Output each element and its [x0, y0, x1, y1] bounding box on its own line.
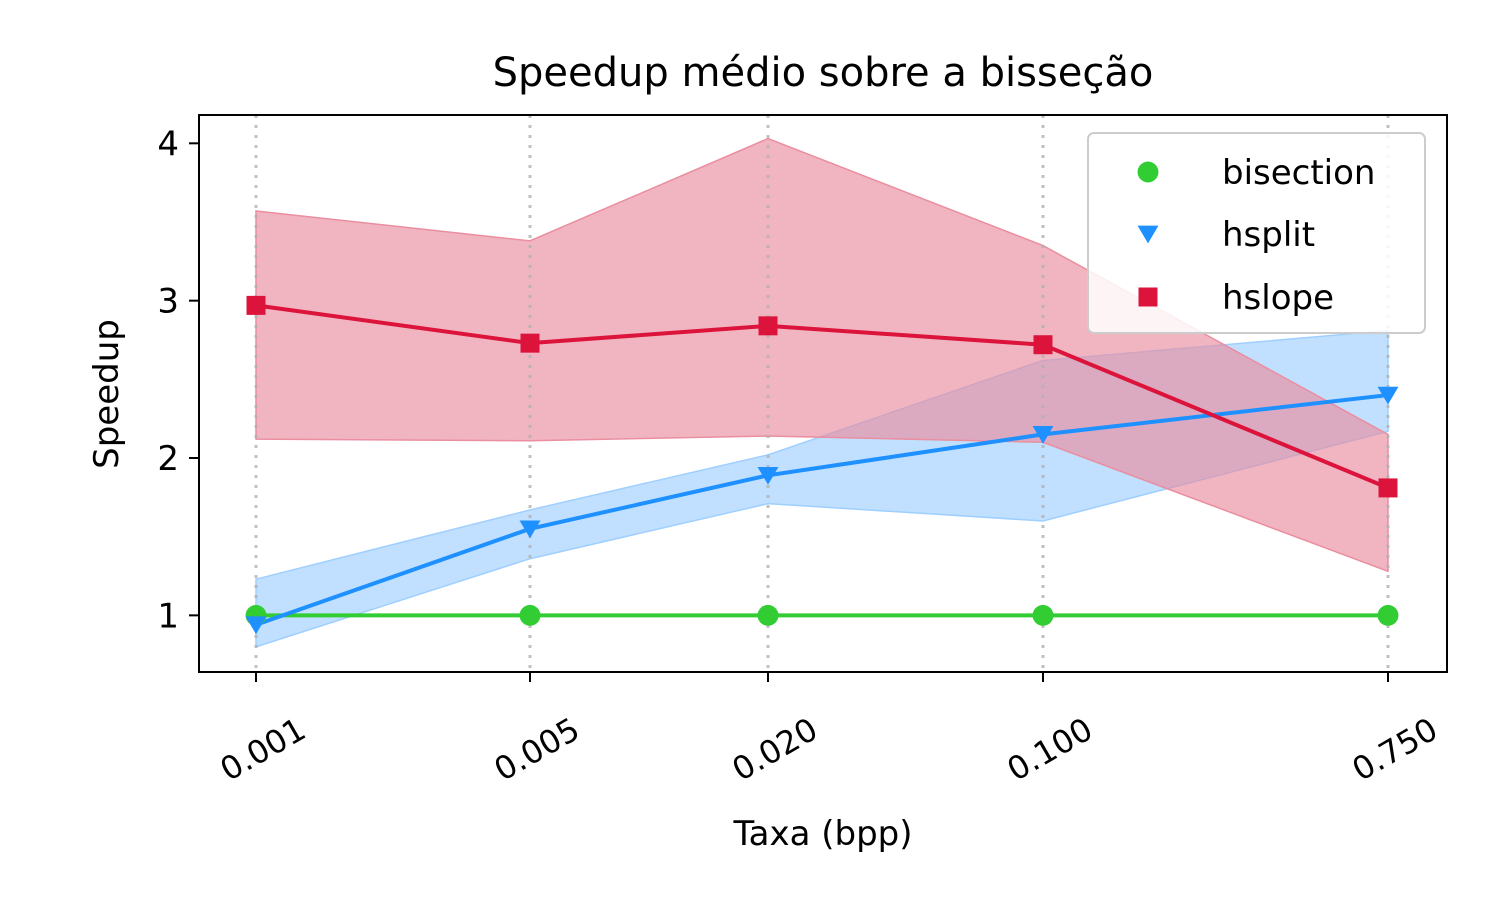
ytick-label-2: 2 — [157, 439, 179, 479]
legend-marker-hsplit — [1137, 225, 1159, 244]
hsplit-point-0.020 — [757, 466, 779, 485]
legend-marker-bisection — [1137, 161, 1159, 183]
xtick-label-0.750: 0.750 — [1346, 710, 1444, 789]
ytick-label-3: 3 — [157, 282, 179, 322]
hslope-band — [255, 137, 1389, 573]
hsplit-point-0.750 — [1377, 386, 1399, 405]
series-markers — [245, 295, 1399, 635]
xtick-label-0.001: 0.001 — [214, 710, 312, 789]
hsplit-point-0.100 — [1032, 426, 1054, 444]
hslope-point-0.020 — [758, 316, 778, 336]
hsplit-point-0.001 — [245, 616, 267, 635]
bisection-point-0.750 — [1377, 604, 1399, 626]
ytick-label-1: 1 — [157, 596, 179, 636]
xtick-label-0.020: 0.020 — [726, 710, 824, 789]
hslope-point-0.100 — [1033, 335, 1053, 355]
confidence-bands — [255, 137, 1389, 648]
legend-label-hslope: hslope — [1222, 278, 1334, 318]
x-axis-ticks: 0.001 0.005 0.020 0.100 0.750 — [214, 672, 1444, 789]
xtick-label-0.100: 0.100 — [1001, 710, 1099, 789]
bisection-point-0.005 — [519, 604, 541, 626]
legend-marker-hslope — [1138, 287, 1158, 307]
bisection-point-0.020 — [757, 604, 779, 626]
y-axis-ticks: 1 2 3 4 — [157, 124, 199, 636]
hsplit-point-0.005 — [519, 520, 541, 539]
x-axis-label: Taxa (bpp) — [732, 814, 912, 854]
legend-label-hsplit: hsplit — [1222, 215, 1315, 255]
legend-box — [1087, 132, 1426, 334]
legend: bisection hsplit hslope — [1087, 132, 1426, 334]
hslope-point-0.005 — [520, 333, 540, 353]
ytick-label-4: 4 — [157, 124, 179, 164]
y-axis-label: Speedup — [87, 319, 127, 469]
xtick-label-0.005: 0.005 — [488, 710, 586, 789]
hslope-point-0.750 — [1378, 478, 1398, 498]
chart-title: Speedup médio sobre a bisseção — [493, 50, 1154, 96]
plot-area-frame — [198, 114, 1448, 673]
hslope-point-0.001 — [246, 295, 266, 315]
legend-label-bisection: bisection — [1222, 153, 1375, 193]
bisection-point-0.100 — [1032, 604, 1054, 626]
